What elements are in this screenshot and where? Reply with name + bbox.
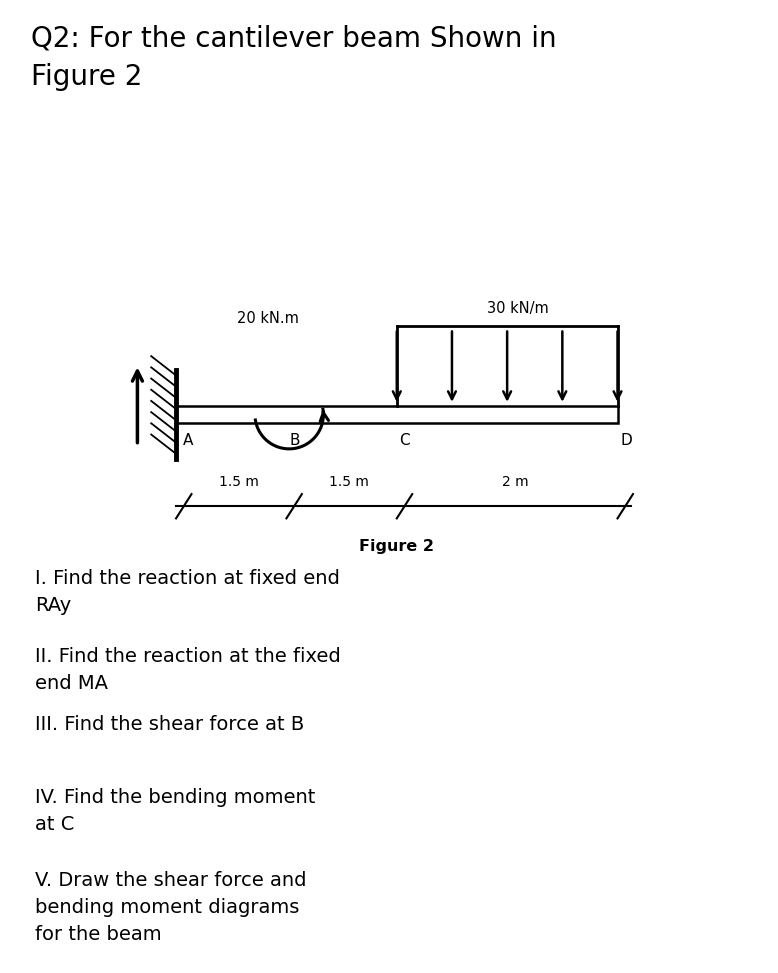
Text: V. Draw the shear force and
bending moment diagrams
for the beam: V. Draw the shear force and bending mome… <box>35 871 307 945</box>
Text: Figure 2: Figure 2 <box>31 63 142 91</box>
Bar <box>176 406 618 423</box>
Text: Q2: For the cantilever beam Shown in: Q2: For the cantilever beam Shown in <box>31 24 557 53</box>
Text: 20 kN.m: 20 kN.m <box>237 310 299 326</box>
Text: D: D <box>620 433 632 449</box>
Text: IV. Find the bending moment
at C: IV. Find the bending moment at C <box>35 788 315 835</box>
Text: B: B <box>289 433 300 449</box>
Text: C: C <box>400 433 410 449</box>
Text: Figure 2: Figure 2 <box>359 539 434 555</box>
Text: II. Find the reaction at the fixed
end MA: II. Find the reaction at the fixed end M… <box>35 647 341 694</box>
Text: 30 kN/m: 30 kN/m <box>487 301 549 316</box>
Text: 1.5 m: 1.5 m <box>219 475 259 488</box>
Text: I. Find the reaction at fixed end
RAy: I. Find the reaction at fixed end RAy <box>35 569 340 616</box>
Text: 1.5 m: 1.5 m <box>329 475 370 488</box>
Text: A: A <box>183 433 193 449</box>
Text: 2 m: 2 m <box>502 475 528 488</box>
Text: III. Find the shear force at B: III. Find the shear force at B <box>35 715 304 735</box>
